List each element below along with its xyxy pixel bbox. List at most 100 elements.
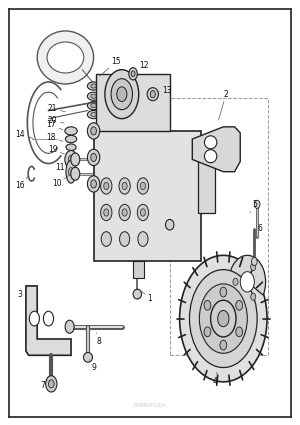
Circle shape xyxy=(119,232,130,246)
Text: 3: 3 xyxy=(18,289,26,299)
Circle shape xyxy=(104,182,109,190)
Text: 13: 13 xyxy=(158,85,172,95)
Circle shape xyxy=(140,209,146,216)
Circle shape xyxy=(68,167,74,176)
Bar xyxy=(198,156,215,212)
Circle shape xyxy=(101,232,111,246)
Circle shape xyxy=(138,232,148,246)
Text: 14: 14 xyxy=(16,130,33,139)
Circle shape xyxy=(91,127,96,135)
Ellipse shape xyxy=(87,102,100,110)
Text: 6: 6 xyxy=(257,224,262,238)
Circle shape xyxy=(91,180,96,188)
Circle shape xyxy=(204,327,211,337)
Circle shape xyxy=(49,380,54,388)
Text: 15: 15 xyxy=(100,57,121,76)
Circle shape xyxy=(119,178,130,194)
Circle shape xyxy=(220,287,227,297)
Circle shape xyxy=(204,300,211,310)
Ellipse shape xyxy=(147,88,158,101)
Circle shape xyxy=(104,209,109,216)
Ellipse shape xyxy=(91,104,96,108)
Text: 17: 17 xyxy=(46,120,63,130)
Circle shape xyxy=(240,272,254,292)
Text: 7: 7 xyxy=(40,380,48,391)
Ellipse shape xyxy=(87,92,100,100)
Circle shape xyxy=(91,153,96,162)
Circle shape xyxy=(101,178,112,194)
Ellipse shape xyxy=(87,149,100,166)
Text: 20: 20 xyxy=(48,116,64,125)
Ellipse shape xyxy=(87,110,100,119)
Ellipse shape xyxy=(204,136,217,149)
Text: 12: 12 xyxy=(137,61,149,70)
Ellipse shape xyxy=(204,150,217,163)
Circle shape xyxy=(68,156,74,164)
Bar xyxy=(94,131,201,261)
Circle shape xyxy=(218,310,229,327)
Circle shape xyxy=(236,327,243,337)
Ellipse shape xyxy=(37,31,94,84)
Circle shape xyxy=(140,182,146,190)
Text: EMBRAFILIDA: EMBRAFILIDA xyxy=(134,403,166,408)
Text: 21: 21 xyxy=(48,104,65,113)
Circle shape xyxy=(211,300,236,337)
Circle shape xyxy=(29,311,40,326)
Ellipse shape xyxy=(91,94,96,98)
Polygon shape xyxy=(192,127,240,172)
Text: 18: 18 xyxy=(46,133,63,142)
Circle shape xyxy=(251,293,256,300)
Circle shape xyxy=(233,278,238,286)
Ellipse shape xyxy=(65,127,77,135)
Text: 2: 2 xyxy=(218,90,229,120)
Ellipse shape xyxy=(133,289,142,299)
Circle shape xyxy=(137,178,148,194)
Circle shape xyxy=(190,269,257,368)
Ellipse shape xyxy=(166,219,174,230)
Circle shape xyxy=(44,311,54,326)
Text: 4: 4 xyxy=(212,372,217,386)
Circle shape xyxy=(251,258,257,266)
Text: 19: 19 xyxy=(48,145,64,154)
Text: 16: 16 xyxy=(16,176,28,190)
Text: 1: 1 xyxy=(140,290,152,303)
Circle shape xyxy=(199,284,247,353)
Text: 8: 8 xyxy=(96,333,102,346)
Circle shape xyxy=(254,200,260,208)
Ellipse shape xyxy=(66,144,76,150)
Text: 9: 9 xyxy=(89,360,96,372)
Ellipse shape xyxy=(65,320,74,333)
Ellipse shape xyxy=(91,113,96,116)
Circle shape xyxy=(131,71,135,76)
Circle shape xyxy=(137,204,148,221)
Ellipse shape xyxy=(83,352,92,362)
Circle shape xyxy=(236,300,243,310)
Bar xyxy=(133,261,144,278)
Circle shape xyxy=(220,340,227,350)
Polygon shape xyxy=(26,286,71,355)
Circle shape xyxy=(122,209,127,216)
Circle shape xyxy=(119,204,130,221)
Circle shape xyxy=(105,70,139,119)
Text: 5: 5 xyxy=(250,200,257,212)
Ellipse shape xyxy=(71,153,80,166)
Text: 11: 11 xyxy=(55,161,70,172)
Ellipse shape xyxy=(65,136,77,143)
Ellipse shape xyxy=(46,376,57,392)
Ellipse shape xyxy=(91,84,96,88)
Ellipse shape xyxy=(87,123,100,139)
Ellipse shape xyxy=(87,82,100,90)
Circle shape xyxy=(111,79,133,110)
Ellipse shape xyxy=(71,167,80,180)
Circle shape xyxy=(180,255,267,382)
Wedge shape xyxy=(229,255,266,295)
Circle shape xyxy=(117,87,127,102)
Circle shape xyxy=(129,68,137,80)
Ellipse shape xyxy=(87,176,100,192)
Ellipse shape xyxy=(66,160,76,183)
Bar xyxy=(96,74,170,131)
Circle shape xyxy=(65,150,77,168)
Ellipse shape xyxy=(47,42,84,73)
Text: 10: 10 xyxy=(52,176,69,188)
Circle shape xyxy=(150,91,155,98)
